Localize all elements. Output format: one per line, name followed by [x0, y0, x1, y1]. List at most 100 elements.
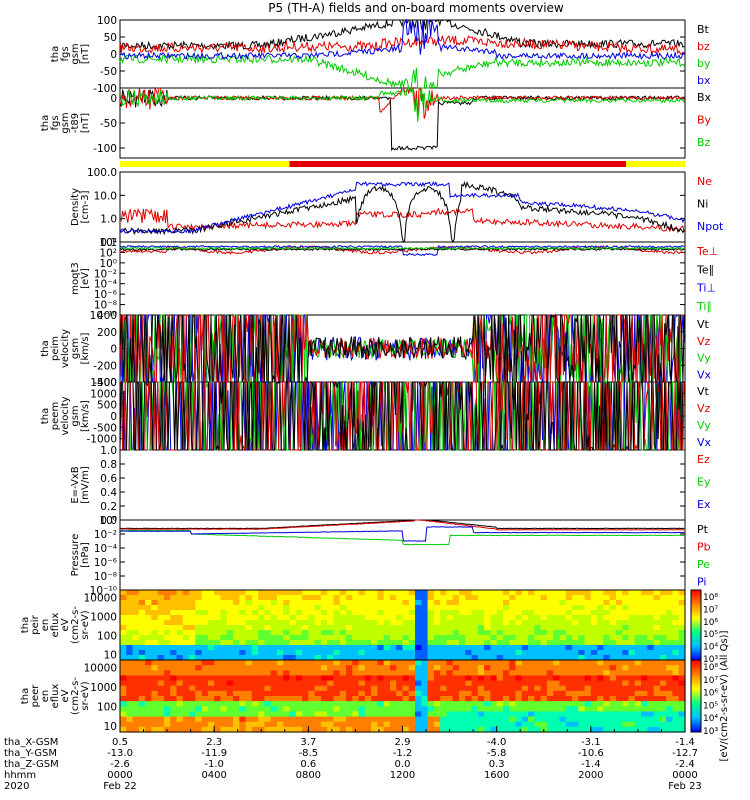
spectrogram-cell — [459, 675, 466, 682]
spectrogram-cell — [653, 670, 661, 677]
y-axis-label-line: gsm — [60, 112, 71, 133]
spectrogram-cell — [396, 645, 404, 651]
spectrogram-cell — [207, 605, 215, 611]
spectrogram-cell — [207, 701, 215, 707]
spectrogram-cell — [634, 665, 642, 671]
spectrogram-cell — [534, 660, 542, 666]
spectrogram-cell — [615, 701, 623, 707]
spectrogram-cell — [647, 716, 655, 723]
spectrogram-cell — [421, 670, 429, 677]
spectrogram-cell — [245, 721, 253, 728]
spectrogram-cell — [553, 726, 561, 733]
spectrogram-cell — [465, 721, 473, 728]
spectrogram-cell — [641, 675, 648, 682]
spectrogram-cell — [590, 716, 598, 723]
spectrogram-cell — [515, 675, 523, 682]
spectrogram-cell — [377, 645, 385, 651]
x-row-label: tha_Z-GSM — [4, 759, 59, 770]
spectrogram-cell — [666, 701, 674, 707]
spectrogram-cell — [245, 640, 253, 646]
spectrogram-cell — [383, 665, 391, 671]
spectrogram-cell — [176, 650, 184, 656]
x-tick-label-hhmm: 1200 — [390, 770, 415, 781]
spectrogram-cell — [528, 620, 535, 626]
spectrogram-cell — [220, 696, 228, 702]
spectrogram-cell — [258, 701, 265, 707]
spectrogram-cell — [371, 701, 378, 707]
y-tick-label: 10⁰ — [99, 515, 117, 527]
spectrogram-cell — [528, 680, 535, 687]
spectrogram-cell — [352, 680, 360, 687]
spectrogram-cell — [678, 665, 686, 671]
spectrogram-cell — [327, 680, 335, 687]
spectrogram-cell — [590, 721, 598, 728]
spectrogram-cell — [132, 605, 140, 611]
spectrogram-cell — [628, 701, 636, 707]
spectrogram-cell — [352, 605, 360, 611]
spectrogram-cell — [647, 665, 655, 671]
spectrogram-cell — [622, 706, 630, 713]
spectrogram-cell — [145, 595, 152, 601]
spectrogram-cell — [327, 690, 335, 697]
spectrogram-cell — [496, 645, 504, 651]
spectrogram-cell — [678, 625, 686, 631]
spectrogram-cell — [239, 701, 247, 707]
spectrogram-cell — [145, 685, 152, 692]
spectrogram-cell — [565, 675, 573, 682]
spectrogram-cell — [615, 685, 623, 692]
spectrogram-cell — [302, 701, 309, 707]
spectrogram-cell — [521, 706, 529, 713]
spectrogram-cell — [176, 595, 184, 601]
spectrogram-cell — [126, 595, 134, 601]
spectrogram-cell — [377, 721, 385, 728]
spectrogram-cell — [126, 701, 134, 707]
spectrogram-cell — [320, 620, 328, 626]
spectrogram-cell — [515, 721, 523, 728]
spectrogram-cell — [402, 690, 410, 697]
spectrogram-cell — [207, 685, 215, 692]
spectrogram-cell — [283, 630, 291, 636]
spectrogram-cell — [465, 590, 473, 596]
x-date-label: Feb 23 — [668, 781, 702, 792]
spectrogram-cell — [201, 665, 209, 671]
spectrogram-cell — [333, 701, 341, 707]
series-peim-vz — [119, 313, 685, 384]
spectrogram-cell — [603, 595, 611, 601]
spectrogram-cell — [628, 665, 636, 671]
spectrogram-cell — [126, 630, 134, 636]
spectrogram-cell — [509, 675, 517, 682]
spectrogram-cell — [264, 675, 272, 682]
spectrogram-cell — [346, 675, 353, 682]
spectrogram-cell — [509, 610, 517, 616]
spectrogram-cell — [408, 605, 416, 611]
spectrogram-cell — [615, 625, 623, 631]
spectrogram-cell — [496, 655, 504, 661]
spectrogram-cell — [553, 620, 561, 626]
spectrogram-cell — [402, 660, 410, 666]
spectrogram-cell — [383, 660, 391, 666]
spectrogram-cell — [641, 696, 648, 702]
spectrogram-cell — [641, 625, 648, 631]
spectrogram-cell — [433, 600, 441, 606]
spectrogram-cell — [628, 675, 636, 682]
x-tick-label-z_gsm: 0.0 — [395, 759, 411, 770]
spectrogram-cell — [490, 650, 498, 656]
spectrogram-cell — [314, 645, 322, 651]
spectrogram-cell — [201, 726, 209, 733]
spectrogram-cell — [502, 650, 510, 656]
spectrogram-cell — [258, 665, 265, 671]
spectrogram-cell — [170, 640, 178, 646]
spectrogram-cell — [358, 605, 366, 611]
spectrogram-cell — [578, 615, 586, 621]
spectrogram-cell — [226, 625, 234, 631]
spectrogram-cell — [339, 685, 347, 692]
spectrogram-cell — [615, 711, 623, 718]
spectrogram-cell — [189, 716, 196, 723]
spectrogram-cell — [578, 696, 586, 702]
spectrogram-cell — [339, 640, 347, 646]
spectrogram-cell — [226, 640, 234, 646]
spectrogram-cell — [402, 640, 410, 646]
y-axis-label-line: velocity — [60, 329, 71, 368]
spectrogram-cell — [597, 711, 604, 718]
spectrogram-cell — [584, 726, 592, 733]
